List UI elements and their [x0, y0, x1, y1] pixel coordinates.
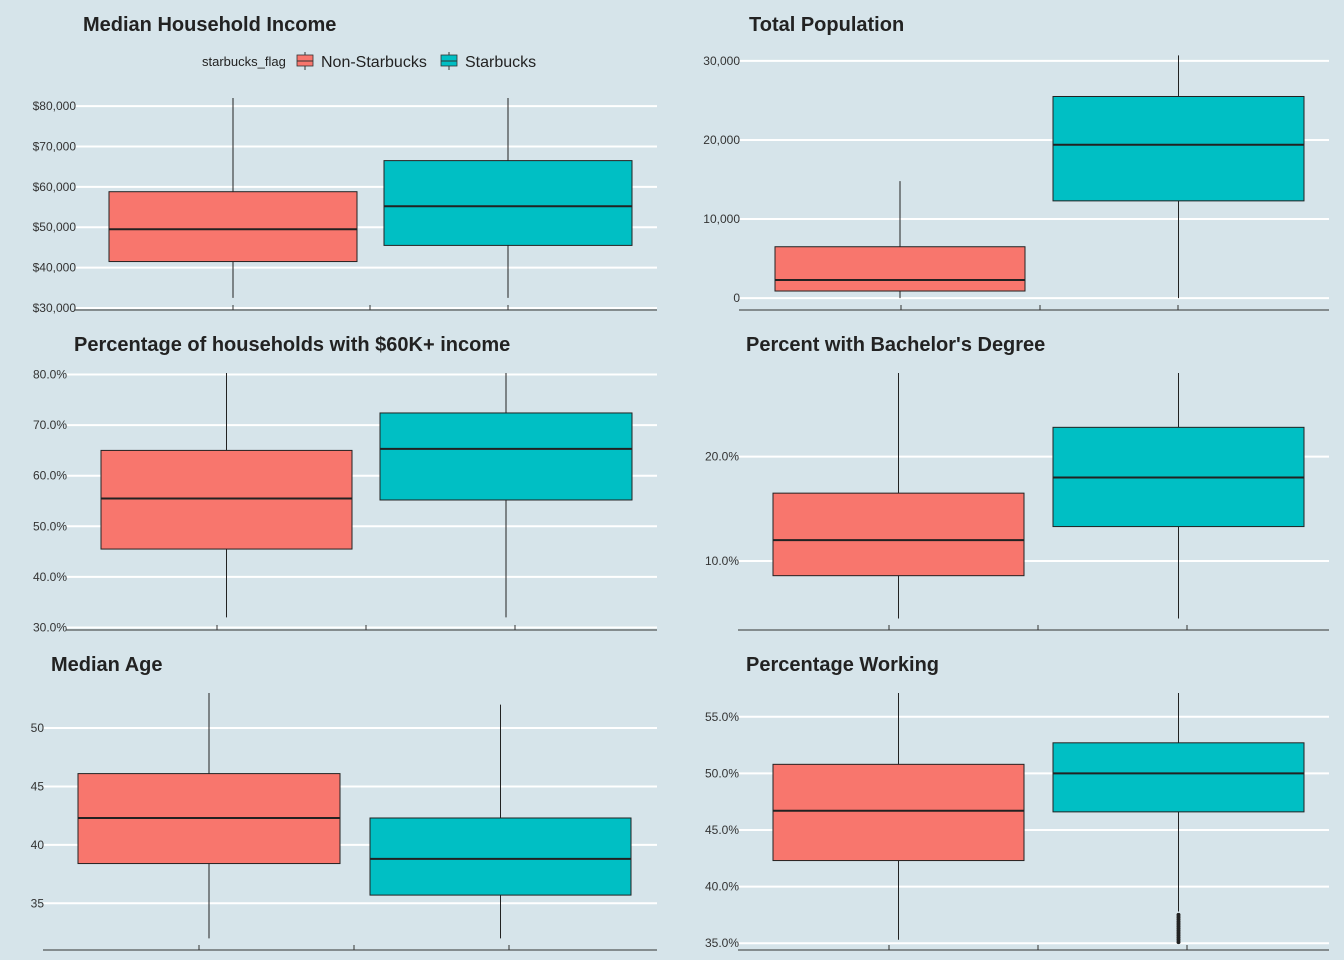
panel-median-age: Median Age 35 40 45 50	[31, 654, 657, 951]
chart-panels: Median Household Income $30,000 $40,000 $50…	[31, 14, 1329, 951]
iqr-box	[772, 763, 1025, 862]
y-tick-label: 55.0%	[705, 710, 739, 724]
panel-percentage-working: Percentage Working 35.0% 40.0% 45.0% 50.0% 55…	[705, 654, 1329, 951]
iqr-box	[1052, 742, 1305, 813]
box-non-starbucks	[772, 693, 1025, 940]
iqr-box	[108, 191, 358, 263]
y-tick-label: 45.0%	[705, 823, 739, 837]
y-tick-label: 40.0%	[705, 880, 739, 894]
y-tick-label: 30.0%	[33, 620, 67, 634]
box-starbucks	[1052, 55, 1305, 299]
legend: starbucks_flag Non-Starbucks Starbucks	[202, 52, 536, 71]
y-tick-label: 35	[31, 896, 45, 910]
panel-title: Median Age	[51, 654, 163, 676]
y-tick-label: 80.0%	[33, 368, 67, 382]
iqr-box	[100, 449, 353, 550]
panel-title: Total Population	[749, 14, 904, 36]
y-tick-label: $30,000	[33, 301, 77, 315]
panel-median-household-income: Median Household Income $30,000 $40,000 $50…	[33, 14, 657, 315]
y-tick-label: 50	[31, 721, 45, 735]
y-tick-label: 10.0%	[705, 554, 739, 568]
y-tick-label: $60,000	[33, 180, 77, 194]
legend-key-non-starbucks	[296, 52, 314, 70]
panel-percentage-of-households-with-60k-income: Percentage of households with $60K+ inco…	[33, 334, 657, 634]
panel-title: Percentage Working	[746, 654, 939, 676]
box-starbucks	[1052, 693, 1305, 945]
box-starbucks	[369, 704, 632, 939]
box-non-starbucks	[772, 373, 1025, 619]
y-tick-label: 50.0%	[33, 519, 67, 533]
y-tick-label: 40	[31, 838, 45, 852]
panel-title: Median Household Income	[83, 14, 336, 36]
y-tick-label: 10,000	[703, 212, 740, 226]
iqr-box	[369, 817, 632, 896]
panel-title: Percent with Bachelor's Degree	[746, 334, 1045, 356]
y-tick-label: 70.0%	[33, 418, 67, 432]
y-tick-label: $70,000	[33, 139, 77, 153]
y-tick-label: $40,000	[33, 261, 77, 275]
legend-title: starbucks_flag	[202, 54, 286, 69]
y-tick-label: 20,000	[703, 133, 740, 147]
y-tick-label: 45	[31, 779, 45, 793]
box-non-starbucks	[774, 181, 1026, 299]
y-tick-label: $50,000	[33, 220, 77, 234]
legend-label-starbucks: Starbucks	[465, 54, 536, 71]
y-tick-label: 30,000	[703, 54, 740, 68]
y-tick-label: 50.0%	[705, 766, 739, 780]
y-tick-label: 35.0%	[705, 936, 739, 950]
y-tick-label: 0	[733, 291, 740, 305]
outlier-point	[1176, 912, 1181, 917]
iqr-box	[772, 492, 1025, 577]
iqr-box	[379, 412, 633, 501]
legend-key-starbucks	[440, 52, 458, 70]
box-non-starbucks	[77, 693, 341, 939]
panel-title: Percentage of households with $60K+ inco…	[74, 334, 510, 356]
box-non-starbucks	[108, 98, 358, 298]
y-tick-label: 60.0%	[33, 469, 67, 483]
panel-percent-with-bachelor-s-degree: Percent with Bachelor's Degree 10.0% 20.0%	[705, 334, 1329, 631]
y-tick-label: $80,000	[33, 99, 77, 113]
box-starbucks	[1052, 373, 1305, 619]
box-non-starbucks	[100, 373, 353, 618]
iqr-box	[1052, 95, 1305, 202]
y-tick-label: 20.0%	[705, 450, 739, 464]
legend-label-non-starbucks: Non-Starbucks	[321, 54, 427, 71]
panel-total-population: Total Population 0 10,000 20,000 30,000	[703, 14, 1329, 311]
iqr-box	[774, 246, 1026, 292]
box-starbucks	[379, 373, 633, 618]
y-tick-label: 40.0%	[33, 570, 67, 584]
iqr-box	[383, 160, 633, 246]
box-starbucks	[383, 98, 633, 298]
